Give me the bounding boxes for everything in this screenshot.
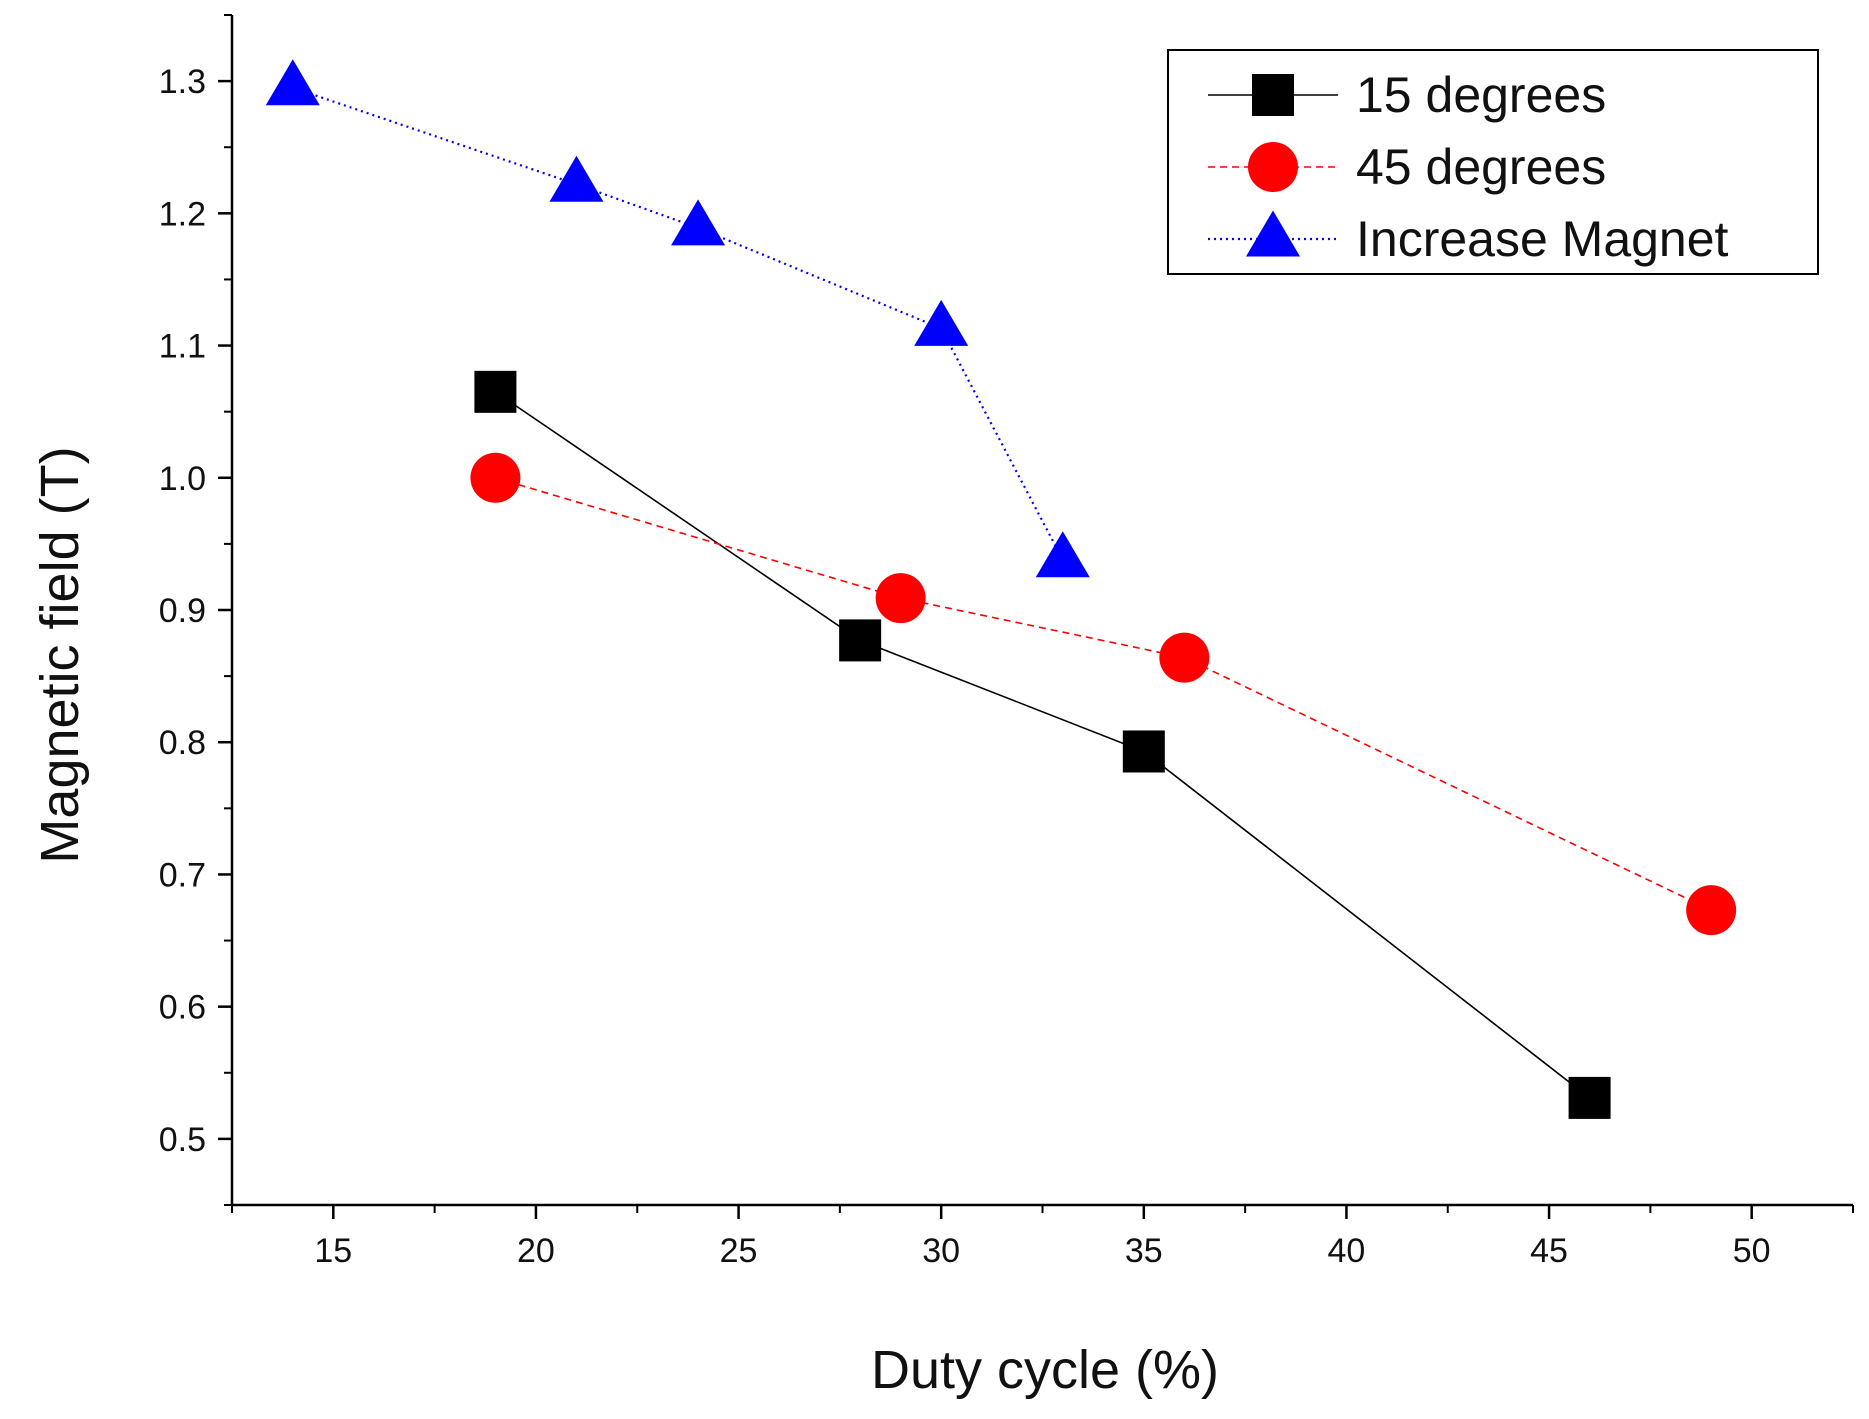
x-tick-label: 50 xyxy=(1733,1232,1771,1270)
legend-marker xyxy=(1252,74,1294,116)
y-tick-label: 1.0 xyxy=(159,460,206,498)
legend-marker xyxy=(1246,210,1300,257)
series-layer xyxy=(265,59,1737,1119)
y-tick-label: 0.7 xyxy=(159,856,206,894)
legend-marker xyxy=(1248,142,1298,192)
x-tick-label: 40 xyxy=(1328,1232,1366,1270)
x-tick-label: 20 xyxy=(517,1232,555,1270)
data-point xyxy=(914,299,969,346)
data-point xyxy=(265,59,320,106)
legend-item: Increase Magnet xyxy=(1208,210,1729,267)
x-tick-label: 15 xyxy=(314,1232,352,1270)
x-tick-label: 30 xyxy=(922,1232,960,1270)
data-point xyxy=(1035,531,1090,578)
series-line xyxy=(494,391,1591,1099)
data-point xyxy=(1159,632,1210,683)
data-point xyxy=(470,452,521,503)
y-tick-label: 1.1 xyxy=(159,328,206,366)
data-point xyxy=(839,619,882,662)
series-line xyxy=(292,86,1064,561)
legend-label: Increase Magnet xyxy=(1356,211,1729,267)
x-axis-title: Duty cycle (%) xyxy=(871,1340,1219,1400)
y-tick-label: 1.3 xyxy=(159,63,206,101)
data-point xyxy=(549,155,604,202)
legend-label: 45 degrees xyxy=(1356,139,1606,195)
x-tick-label: 45 xyxy=(1530,1232,1568,1270)
data-point xyxy=(1568,1076,1611,1119)
series-1 xyxy=(470,452,1737,936)
axes: 15 20 25 30 35 40 45 50 0.5 0.6 0.7 0.8 0.9 1.0 1.1 1.2… xyxy=(159,14,1854,1270)
y-tick-label: 0.9 xyxy=(159,592,206,630)
x-tick-label: 35 xyxy=(1125,1232,1163,1270)
data-point xyxy=(1122,730,1165,773)
legend-item: 15 degrees xyxy=(1208,67,1606,123)
data-point xyxy=(1686,885,1737,936)
data-point xyxy=(671,199,726,246)
legend-label: 15 degrees xyxy=(1356,67,1606,123)
x-tick-label: 25 xyxy=(720,1232,758,1270)
series-2 xyxy=(265,59,1090,578)
y-tick-label: 1.2 xyxy=(159,195,206,233)
series-line xyxy=(495,477,1712,911)
y-tick-label: 0.6 xyxy=(159,989,206,1027)
legend-item: 45 degrees xyxy=(1208,139,1606,195)
y-tick-label: 0.5 xyxy=(159,1121,206,1159)
data-point xyxy=(875,573,926,624)
y-axis-title: Magnetic field (T) xyxy=(30,446,90,863)
data-point xyxy=(474,370,517,413)
series-0 xyxy=(474,370,1611,1119)
y-tick-label: 0.8 xyxy=(159,724,206,762)
legend: 15 degrees 45 degrees Increase Magnet xyxy=(1167,49,1819,275)
